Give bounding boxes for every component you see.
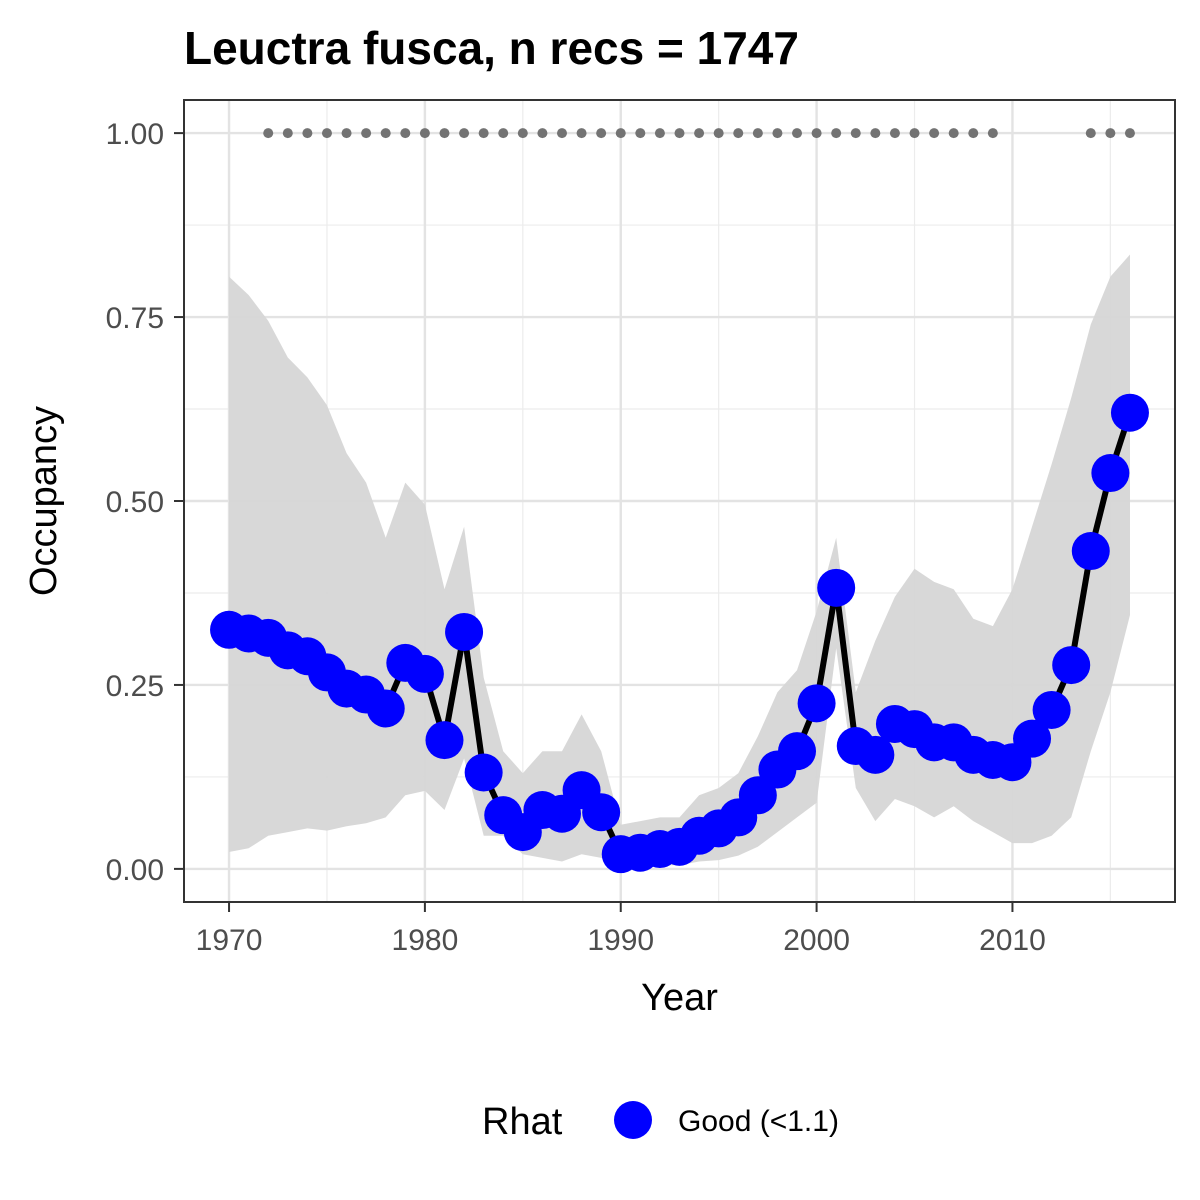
rug-point xyxy=(831,128,842,139)
rug-point xyxy=(380,128,391,139)
rug-point xyxy=(929,128,940,139)
rug-point xyxy=(752,128,763,139)
rug-point xyxy=(341,128,352,139)
rug-point xyxy=(517,128,528,139)
data-point xyxy=(1091,454,1130,493)
chart-title: Leuctra fusca, n recs = 1747 xyxy=(184,22,799,74)
y-axis-title: Occupancy xyxy=(23,406,65,596)
rug-point xyxy=(576,128,587,139)
rug-point xyxy=(419,128,430,139)
rug-point xyxy=(556,128,567,139)
data-point xyxy=(778,732,817,771)
occupancy-points xyxy=(210,393,1149,874)
rug-point xyxy=(263,128,274,139)
rug-point xyxy=(792,128,803,139)
rug-point xyxy=(674,128,685,139)
x-tick-label: 2010 xyxy=(979,924,1046,957)
rug-point xyxy=(850,128,861,139)
rug-point xyxy=(478,128,489,139)
rug-point xyxy=(459,128,470,139)
legend: Rhat Good (<1.1) xyxy=(482,1101,839,1143)
data-point xyxy=(738,776,777,815)
data-point xyxy=(1013,719,1052,758)
rug-point xyxy=(654,128,665,139)
rug-point xyxy=(400,128,411,139)
legend-title: Rhat xyxy=(482,1101,563,1143)
rug-point xyxy=(889,128,900,139)
legend-label-good: Good (<1.1) xyxy=(678,1105,839,1138)
data-point xyxy=(1052,646,1091,685)
rug-point xyxy=(635,128,646,139)
rug-point xyxy=(968,128,979,139)
data-point xyxy=(817,568,856,607)
rug-point xyxy=(498,128,509,139)
rug-point xyxy=(361,128,372,139)
rug-point xyxy=(909,128,920,139)
data-point xyxy=(856,735,895,774)
rug-point xyxy=(694,128,705,139)
x-tick-label: 1990 xyxy=(587,924,654,957)
y-tick-label: 0.00 xyxy=(106,854,164,887)
rug-points xyxy=(263,128,1135,139)
rug-point xyxy=(870,128,881,139)
data-point xyxy=(405,654,444,693)
data-point xyxy=(797,684,836,723)
data-point xyxy=(1032,690,1071,729)
rug-point xyxy=(321,128,332,139)
rug-point xyxy=(811,128,822,139)
rug-point xyxy=(537,128,548,139)
rug-point xyxy=(596,128,607,139)
data-point xyxy=(1110,393,1149,432)
data-point xyxy=(445,612,484,651)
rug-point xyxy=(1124,128,1135,139)
data-point xyxy=(425,721,464,760)
rug-point xyxy=(948,128,959,139)
rug-point xyxy=(1085,128,1096,139)
data-point xyxy=(366,689,405,728)
data-point xyxy=(582,793,621,832)
rug-point xyxy=(772,128,783,139)
rug-point xyxy=(302,128,313,139)
rug-point xyxy=(1105,128,1116,139)
legend-key-point xyxy=(614,1101,652,1139)
rug-point xyxy=(439,128,450,139)
y-tick-label: 0.50 xyxy=(106,486,164,519)
x-tick-label: 1970 xyxy=(196,924,263,957)
rug-point xyxy=(987,128,998,139)
data-point xyxy=(464,753,503,792)
rug-point xyxy=(282,128,293,139)
x-tick-label: 1980 xyxy=(392,924,459,957)
y-tick-label: 0.75 xyxy=(106,302,164,335)
axes: 1970 1980 1990 2000 2010 0.00 0.25 0.50 0.75 1.00 xyxy=(106,118,1046,957)
x-tick-label: 2000 xyxy=(783,924,850,957)
x-axis-title: Year xyxy=(641,977,718,1019)
y-tick-label: 1.00 xyxy=(106,118,164,151)
rug-point xyxy=(713,128,724,139)
rug-point xyxy=(733,128,744,139)
data-point xyxy=(1071,532,1110,571)
rug-point xyxy=(615,128,626,139)
y-tick-label: 0.25 xyxy=(106,670,164,703)
